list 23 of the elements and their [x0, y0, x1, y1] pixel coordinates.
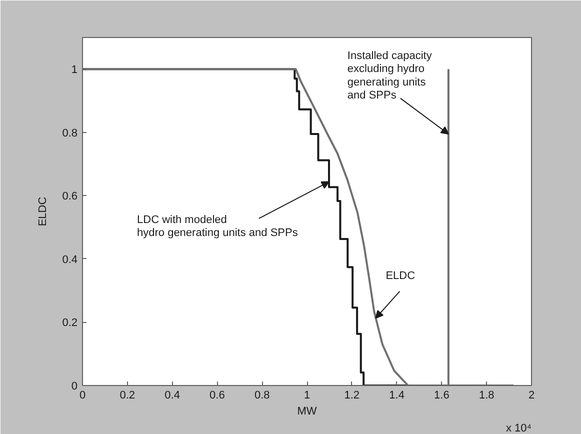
y-tick-label: 0.2	[62, 317, 78, 330]
x-tick-label: 1	[304, 390, 310, 402]
x-axis-title: MW	[297, 406, 318, 418]
x-tick-label: 2	[528, 390, 535, 402]
x-tick-label: 0.4	[164, 390, 180, 402]
y-tick-label: 0.4	[62, 254, 78, 266]
y-tick-label: 0.6	[62, 190, 78, 203]
x-tick-label: 1.8	[478, 390, 494, 402]
x-tick-label: 1.6	[434, 390, 450, 402]
x-tick-label: 1.2	[344, 390, 360, 402]
text: x 10⁴	[506, 422, 532, 434]
y-tick-label: 0.8	[62, 127, 78, 140]
x-tick-label: 0.6	[210, 390, 225, 402]
y-tick-label: 1	[71, 64, 78, 76]
x-tick-label: 0.2	[120, 390, 136, 402]
x-tick-label: 0	[79, 390, 86, 402]
annotation: LDC with modeled hydro generating units and SPPs	[137, 214, 298, 239]
x-tick-label: 1.4	[389, 390, 404, 402]
x-tick-label: 0.8	[254, 390, 270, 402]
y-axis-title: ELDC	[37, 196, 50, 226]
y-tick-label: 0	[71, 380, 78, 392]
annotation: Installed capacity excluding hydro generating units and SPPs	[347, 50, 432, 102]
annotation: ELDC	[386, 270, 416, 282]
